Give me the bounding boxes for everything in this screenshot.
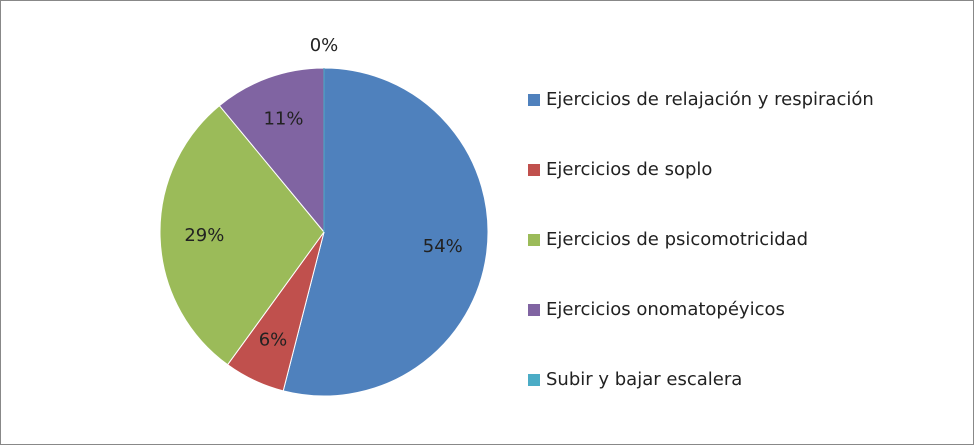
data-label: 11% <box>263 108 303 129</box>
data-label: 6% <box>259 329 288 350</box>
legend-label: Ejercicios de psicomotricidad <box>546 229 808 250</box>
legend-swatch <box>528 374 540 386</box>
legend-swatch <box>528 94 540 106</box>
legend-label: Ejercicios de soplo <box>546 159 712 180</box>
legend-label: Subir y bajar escalera <box>546 369 742 390</box>
legend-swatch <box>528 234 540 246</box>
pie-slice <box>218 67 325 234</box>
data-label: 0% <box>310 35 339 56</box>
legend-label: Ejercicios de relajación y respiración <box>546 89 874 110</box>
legend-swatch <box>528 304 540 316</box>
data-label: 54% <box>423 236 463 257</box>
pie-slice <box>159 104 325 366</box>
pie-slice <box>282 67 489 397</box>
data-label: 29% <box>184 225 224 246</box>
legend-label: Ejercicios onomatopéyicos <box>546 299 785 320</box>
legend-swatch <box>528 164 540 176</box>
